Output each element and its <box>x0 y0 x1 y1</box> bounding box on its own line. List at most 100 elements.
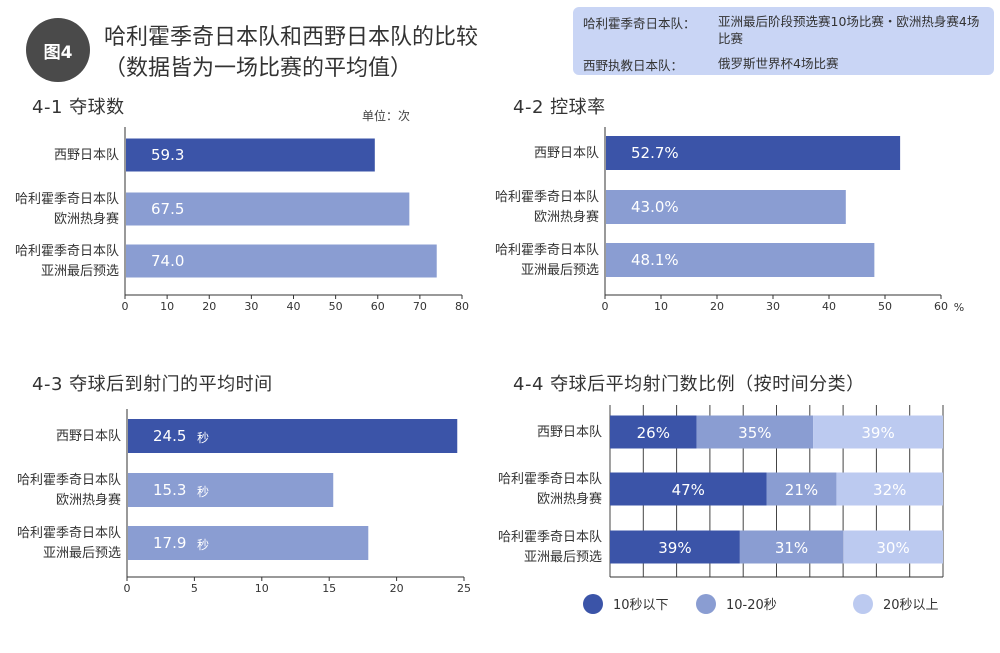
chart4-segment-label: 39% <box>861 424 894 442</box>
chart3-tick-label: 25 <box>457 582 471 595</box>
chart1-value-label: 59.3 <box>151 146 184 164</box>
chart4-legend-label: 10秒以下 <box>613 598 669 613</box>
chart4-category-label: 亚洲最后预选 <box>524 550 602 565</box>
chart1-category-label: 哈利霍季奇日本队 <box>15 191 119 207</box>
chart3-value-label: 24.5 <box>153 427 186 445</box>
chart4-segment-label: 32% <box>873 481 906 499</box>
chart4-category-label: 哈利霍季奇日本队 <box>498 529 602 545</box>
chart2-bar <box>606 243 875 277</box>
info-row2-value: 俄罗斯世界杯4场比赛 <box>718 56 839 71</box>
chart2-bar <box>606 190 846 224</box>
chart2-tick-label: 40 <box>822 300 836 313</box>
chart1-tick-label: 50 <box>329 300 343 313</box>
chart1-tick-label: 70 <box>413 300 427 313</box>
chart4-segment <box>610 472 767 506</box>
chart4-segment-label: 31% <box>775 539 808 557</box>
chart3-tick-label: 5 <box>191 582 198 595</box>
chart1-tick-label: 30 <box>244 300 258 313</box>
chart3-category-label: 哈利霍季奇日本队 <box>17 472 121 488</box>
chart1-title: 4-1 夺球数 <box>32 97 125 118</box>
info-row1-value: 亚洲最后阶段预选赛10场比赛・欧洲热身赛4场比赛 <box>718 14 980 46</box>
chart2-tick-label: 0 <box>602 300 609 313</box>
chart4-category-label: 西野日本队 <box>537 425 602 440</box>
figure-title-line1: 哈利霍季奇日本队和西野日本队的比较 <box>104 25 479 50</box>
chart2-tick-label: 60 <box>934 300 948 313</box>
chart3-bar <box>128 419 458 453</box>
chart2-category-label: 哈利霍季奇日本队 <box>495 242 599 258</box>
chart3-bar <box>128 526 369 560</box>
figure-title: 哈利霍季奇日本队和西野日本队的比较 （数据皆为一场比赛的平均值） <box>104 22 478 84</box>
chart4-category-label: 欧洲热身赛 <box>537 491 602 507</box>
info-row2-label: 西野执教日本队： <box>583 58 684 73</box>
chart3-value-label: 17.9 <box>153 534 186 552</box>
chart1-bar <box>126 192 410 226</box>
chart3-tick-label: 0 <box>124 582 131 595</box>
chart1-tick-label: 0 <box>122 300 129 313</box>
chart1-bar <box>126 138 375 172</box>
chart4-legend-swatch <box>696 594 716 614</box>
chart3-value-unit: 秒 <box>197 431 209 445</box>
chart4-legend-swatch <box>583 594 603 614</box>
chart1-value-label: 67.5 <box>151 200 184 218</box>
chart2-axis-unit: % <box>954 301 964 314</box>
chart2-tick-label: 10 <box>654 300 668 313</box>
chart1-bar <box>126 244 437 278</box>
chart1-unit: 单位：次 <box>362 109 411 123</box>
chart1-category-label: 亚洲最后预选 <box>41 264 119 279</box>
chart4-segment-label: 26% <box>637 424 670 442</box>
chart4-segment <box>836 472 943 506</box>
chart1-tick-label: 20 <box>202 300 216 313</box>
chart2-category-label: 西野日本队 <box>534 146 599 161</box>
chart3-category-label: 哈利霍季奇日本队 <box>17 525 121 541</box>
chart1-category-label: 欧洲热身赛 <box>54 211 119 227</box>
chart4-segment-label: 35% <box>738 424 771 442</box>
chart3-value-unit: 秒 <box>197 485 209 499</box>
chart4-legend-label: 10-20秒 <box>726 598 777 613</box>
chart2-value-label: 43.0% <box>631 198 679 216</box>
chart2-bar <box>606 136 901 170</box>
chart1-tick-label: 10 <box>160 300 174 313</box>
chart3-category-label: 亚洲最后预选 <box>43 546 121 561</box>
chart1-tick-label: 80 <box>455 300 469 313</box>
chart2-value-label: 52.7% <box>631 144 679 162</box>
chart4-title: 4-4 夺球后平均射门数比例（按时间分类） <box>513 374 865 395</box>
chart1-value-label: 74.0 <box>151 252 184 270</box>
chart3-value-unit: 秒 <box>197 538 209 552</box>
chart1-tick-label: 40 <box>287 300 301 313</box>
chart4-segment <box>813 415 943 449</box>
chart4-segment-label: 30% <box>876 539 909 557</box>
chart2-tick-label: 20 <box>710 300 724 313</box>
chart1-tick-label: 60 <box>371 300 385 313</box>
chart2-value-label: 48.1% <box>631 251 679 269</box>
chart3-category-label: 西野日本队 <box>56 429 121 444</box>
chart3-tick-label: 10 <box>255 582 269 595</box>
chart4-segment-label: 21% <box>785 481 818 499</box>
chart3-bar <box>128 473 334 507</box>
chart2-category-label: 哈利霍季奇日本队 <box>495 189 599 205</box>
chart3-tick-label: 15 <box>322 582 336 595</box>
chart2-tick-label: 30 <box>766 300 780 313</box>
chart4-segment <box>766 472 837 506</box>
chart4-segment <box>610 530 740 564</box>
chart3-category-label: 欧洲热身赛 <box>56 492 121 508</box>
chart3-title: 4-3 夺球后到射门的平均时间 <box>32 374 273 395</box>
chart2-category-label: 亚洲最后预选 <box>521 263 599 278</box>
figure-title-line2: （数据皆为一场比赛的平均值） <box>104 56 413 81</box>
chart4-category-label: 哈利霍季奇日本队 <box>498 471 602 487</box>
chart2-tick-label: 50 <box>878 300 892 313</box>
chart4-segment <box>696 415 814 449</box>
chart2-category-label: 欧洲热身赛 <box>534 209 599 225</box>
chart4-legend-label: 20秒以上 <box>883 598 939 613</box>
chart1-category-label: 西野日本队 <box>54 148 119 163</box>
chart4-segment <box>610 415 697 449</box>
info-row1-label: 哈利霍季奇日本队： <box>583 16 696 31</box>
chart3-tick-label: 20 <box>390 582 404 595</box>
chart2-title: 4-2 控球率 <box>513 97 606 118</box>
chart4-segment-label: 39% <box>658 539 691 557</box>
chart3-value-label: 15.3 <box>153 481 186 499</box>
chart4-legend-swatch <box>853 594 873 614</box>
chart4-segment-label: 47% <box>672 481 705 499</box>
info-box: 哈利霍季奇日本队： 亚洲最后阶段预选赛10场比赛・欧洲热身赛4场比赛 西野执教日… <box>573 7 994 75</box>
chart1-category-label: 哈利霍季奇日本队 <box>15 243 119 259</box>
